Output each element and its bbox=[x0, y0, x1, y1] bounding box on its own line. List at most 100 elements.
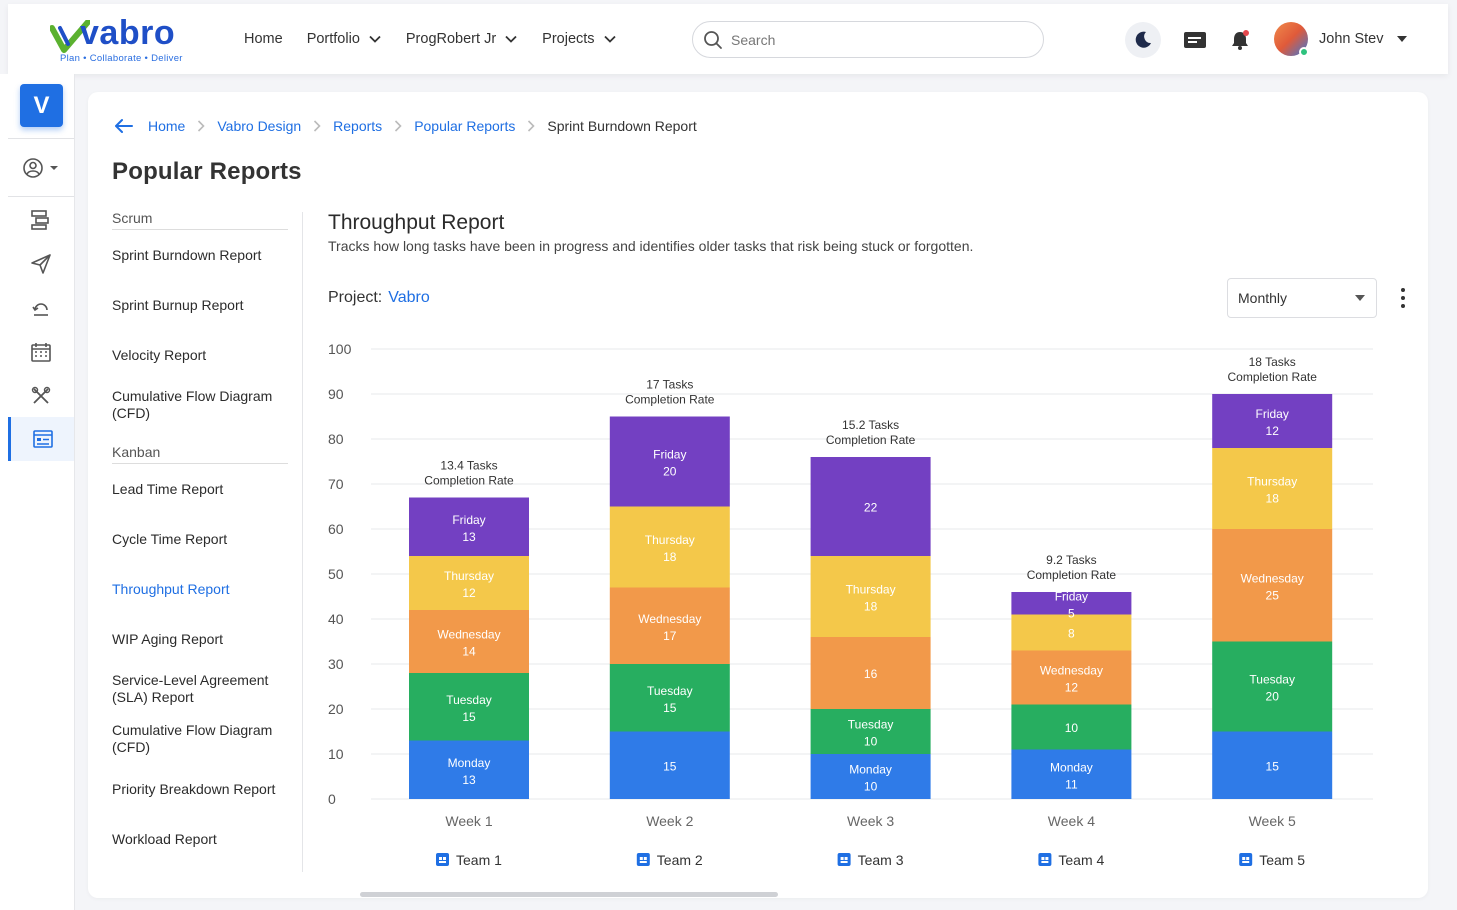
rail-send[interactable] bbox=[8, 242, 74, 286]
report-sprint-burndown[interactable]: Sprint Burndown Report bbox=[112, 230, 288, 280]
bar-segment[interactable] bbox=[409, 740, 529, 800]
segment-value-label: 20 bbox=[663, 465, 677, 479]
rail-profile[interactable] bbox=[8, 146, 74, 190]
y-tick-label: 60 bbox=[328, 521, 344, 537]
rail-divider bbox=[8, 196, 74, 197]
report-cfd-scrum[interactable]: Cumulative Flow Diagram (CFD) bbox=[112, 380, 288, 430]
workspace-logo[interactable]: V bbox=[20, 84, 63, 127]
bar-segment[interactable] bbox=[609, 587, 730, 665]
bar-segment[interactable] bbox=[810, 709, 931, 754]
breadcrumb-vabro-design[interactable]: Vabro Design bbox=[217, 118, 302, 134]
chevron-right-icon bbox=[394, 120, 402, 132]
team-icon-detail bbox=[1242, 857, 1246, 860]
report-label: Throughput Report bbox=[112, 580, 230, 597]
rail-board[interactable] bbox=[8, 198, 74, 242]
bar-segment[interactable] bbox=[609, 416, 730, 507]
bar-segment[interactable] bbox=[810, 457, 931, 556]
bar-segment[interactable] bbox=[609, 664, 730, 732]
bar-segment[interactable] bbox=[609, 506, 730, 588]
bar-segment[interactable] bbox=[810, 637, 931, 709]
breadcrumb-reports[interactable]: Reports bbox=[333, 118, 383, 134]
caret-down-icon bbox=[1355, 295, 1365, 301]
team-label[interactable]: Team 4 bbox=[1058, 852, 1104, 868]
segment-day-label: Monday bbox=[849, 763, 892, 777]
breadcrumb-current: Sprint Burndown Report bbox=[547, 118, 697, 134]
report-workload[interactable]: Workload Report bbox=[112, 814, 288, 864]
bar-segment[interactable] bbox=[1011, 614, 1132, 651]
messages-button[interactable] bbox=[1177, 22, 1213, 58]
bar-segment[interactable] bbox=[1011, 592, 1132, 615]
online-status-icon bbox=[1299, 47, 1309, 57]
team-label[interactable]: Team 1 bbox=[456, 852, 502, 868]
report-label: Sprint Burndown Report bbox=[112, 246, 262, 263]
y-tick-label: 70 bbox=[328, 476, 344, 492]
y-tick-label: 10 bbox=[328, 746, 344, 762]
bar-segment[interactable] bbox=[409, 497, 529, 557]
report-sla[interactable]: Service-Level Agreement (SLA) Report bbox=[112, 664, 288, 714]
nav-projects[interactable]: Projects bbox=[542, 31, 616, 47]
chevron-down-icon bbox=[505, 35, 517, 43]
rail-calendar[interactable] bbox=[8, 330, 74, 374]
report-sprint-burnup[interactable]: Sprint Burnup Report bbox=[112, 280, 288, 330]
team-label[interactable]: Team 3 bbox=[858, 852, 904, 868]
bar-segment[interactable] bbox=[1212, 641, 1333, 732]
rail-cycle[interactable] bbox=[8, 286, 74, 330]
report-cfd-kanban[interactable]: Cumulative Flow Diagram (CFD) bbox=[112, 714, 288, 764]
segment-value-label: 14 bbox=[462, 645, 476, 659]
vabro-logo[interactable]: vabro Plan • Collaborate • Deliver bbox=[50, 14, 210, 66]
bar-segment[interactable] bbox=[409, 673, 529, 741]
kebab-dot bbox=[1401, 296, 1405, 300]
report-wip-aging[interactable]: WIP Aging Report bbox=[112, 614, 288, 664]
theme-toggle-button[interactable] bbox=[1125, 22, 1161, 58]
x-tick-label: Week 2 bbox=[646, 813, 693, 829]
arrow-left-icon bbox=[115, 119, 133, 133]
report-priority-breakdown[interactable]: Priority Breakdown Report bbox=[112, 764, 288, 814]
report-velocity[interactable]: Velocity Report bbox=[112, 330, 288, 380]
team-label[interactable]: Team 2 bbox=[657, 852, 703, 868]
report-lead-time[interactable]: Lead Time Report bbox=[112, 464, 288, 514]
bar-segment[interactable] bbox=[1212, 448, 1333, 529]
bar-segment[interactable] bbox=[810, 754, 931, 799]
bar-segment[interactable] bbox=[409, 610, 529, 673]
period-select[interactable]: Monthly bbox=[1227, 278, 1377, 318]
nav-program[interactable]: ProgRobert Jr bbox=[406, 31, 518, 47]
segment-value-label: 16 bbox=[864, 667, 878, 681]
avatar[interactable] bbox=[1274, 22, 1309, 57]
breadcrumb-home[interactable]: Home bbox=[148, 118, 186, 134]
message-icon bbox=[1184, 32, 1206, 48]
bar-segment[interactable] bbox=[1011, 650, 1132, 705]
rail-tools[interactable] bbox=[8, 374, 74, 418]
rail-reports[interactable] bbox=[8, 417, 74, 461]
bar-segment[interactable] bbox=[1011, 749, 1132, 800]
project-value[interactable]: Vabro bbox=[388, 289, 430, 306]
breadcrumb-popular-reports[interactable]: Popular Reports bbox=[414, 118, 516, 134]
team-icon-detail bbox=[840, 861, 848, 863]
nav-home[interactable]: Home bbox=[244, 31, 283, 47]
segment-day-label: Tuesday bbox=[647, 684, 693, 698]
bar-segment[interactable] bbox=[609, 731, 730, 800]
bar-segment[interactable] bbox=[1011, 704, 1132, 750]
report-cycle-time[interactable]: Cycle Time Report bbox=[112, 514, 288, 564]
report-throughput[interactable]: Throughput Report bbox=[112, 564, 288, 614]
bar-segment[interactable] bbox=[810, 556, 931, 637]
search-input[interactable] bbox=[731, 31, 1011, 48]
team-icon-detail bbox=[639, 861, 647, 863]
board-icon bbox=[31, 210, 49, 230]
nav-portfolio[interactable]: Portfolio bbox=[307, 31, 382, 47]
horizontal-scrollbar[interactable] bbox=[360, 892, 778, 897]
segment-value-label: 18 bbox=[864, 600, 878, 614]
more-options-button[interactable] bbox=[1393, 286, 1413, 310]
bar-segment[interactable] bbox=[1212, 731, 1333, 800]
bar-segment[interactable] bbox=[1212, 394, 1333, 448]
back-button[interactable] bbox=[114, 118, 134, 134]
bar-segment[interactable] bbox=[409, 556, 529, 610]
team-label[interactable]: Team 5 bbox=[1259, 852, 1305, 868]
project-label: Project: bbox=[328, 289, 383, 306]
logo-word: vabro bbox=[80, 14, 176, 52]
team-icon-detail bbox=[439, 857, 442, 860]
logo-tagline: Plan • Collaborate • Deliver bbox=[60, 53, 183, 64]
user-menu[interactable]: John Stev bbox=[1319, 31, 1408, 47]
bar-segment[interactable] bbox=[1212, 529, 1333, 642]
report-label: Service-Level Agreement (SLA) Report bbox=[112, 672, 269, 705]
notifications-button[interactable] bbox=[1222, 22, 1258, 58]
